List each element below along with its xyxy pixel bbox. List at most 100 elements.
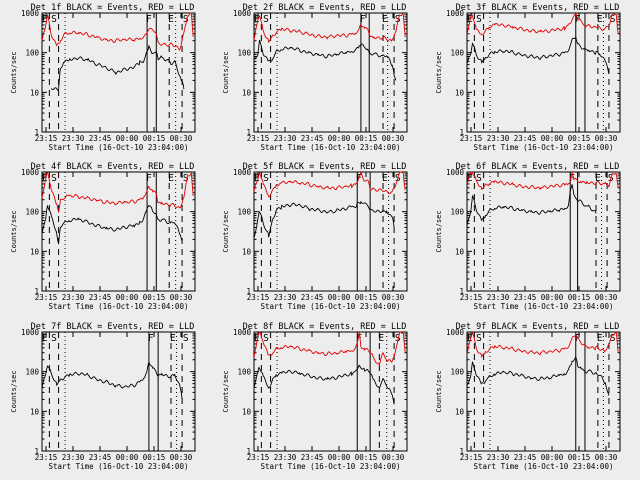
x-tick-label: 23:45 (89, 293, 112, 302)
y-axis-label: Counts/sec (222, 210, 230, 252)
panel-title: Det 6f BLACK = Events, RED = LLD (456, 162, 620, 172)
x-tick-label: 00:15 (355, 134, 378, 143)
x-tick-label: 00:30 (382, 453, 405, 462)
x-tick-label: 23:45 (301, 134, 324, 143)
x-tick-label: 00:15 (143, 293, 166, 302)
y-tick-label: 10 (242, 407, 252, 416)
x-tick-label: 23:15 (247, 134, 270, 143)
events-series-line (50, 44, 185, 92)
x-tick-label: 23:15 (247, 293, 270, 302)
y-tick-label: 10 (242, 88, 252, 97)
events-series-line (41, 204, 183, 245)
flag-label: F (360, 14, 366, 25)
y-tick-label: 100 (237, 49, 251, 58)
x-tick-label: 23:15 (35, 293, 58, 302)
x-tick-label: 23:45 (514, 293, 537, 302)
y-tick-label: 1 (246, 287, 251, 296)
flag-label: F (148, 333, 154, 344)
events-series-line (41, 361, 183, 400)
x-tick-label: 00:00 (116, 134, 139, 143)
plot-frame (253, 171, 408, 292)
x-tick-label: 23:30 (274, 293, 297, 302)
lld-series-line (466, 331, 619, 358)
x-axis-label: Start Time (16-Oct-10 23:04:00) (261, 462, 401, 471)
x-axis-label: Start Time (16-Oct-10 23:04:00) (261, 302, 401, 311)
panel-title: Det 3f BLACK = Events, RED = LLD (456, 3, 620, 13)
flag-label: S (263, 14, 269, 25)
panel-6: Det 6f BLACK = Events, RED = LLD 1 10 100 10… (435, 162, 621, 311)
y-tick-label: 1000 (446, 328, 465, 337)
x-tick-label: 23:15 (460, 134, 483, 143)
x-tick-label: 23:30 (274, 453, 297, 462)
panel-title: Det 1f BLACK = Events, RED = LLD (31, 3, 195, 13)
flag-label: E (42, 14, 48, 25)
flag-label: S (476, 14, 482, 25)
y-tick-label: 10 (455, 88, 465, 97)
flag-label: E (254, 333, 260, 344)
plot-frame (41, 171, 196, 292)
y-tick-label: 100 (450, 368, 464, 377)
x-tick-label: 23:15 (460, 293, 483, 302)
x-axis-label: Start Time (16-Oct-10 23:04:00) (474, 462, 614, 471)
x-tick-label: 00:30 (382, 293, 405, 302)
x-tick-label: 23:15 (35, 453, 58, 462)
y-tick-label: 1 (246, 447, 251, 456)
x-tick-label: 00:30 (595, 293, 618, 302)
flag-label: E (170, 333, 176, 344)
flag-label: E (254, 14, 260, 25)
x-tick-label: 00:00 (541, 134, 564, 143)
flag-label: S (610, 14, 616, 25)
y-tick-label: 1 (34, 287, 39, 296)
y-tick-label: 1000 (233, 9, 252, 18)
flag-label: S (476, 333, 482, 344)
x-tick-label: 00:15 (143, 453, 166, 462)
panel-title: Det 2f BLACK = Events, RED = LLD (243, 3, 407, 13)
y-tick-label: 1000 (233, 168, 252, 177)
lld-series-line (253, 13, 406, 44)
flag-label: E (597, 14, 603, 25)
x-tick-label: 23:30 (487, 134, 510, 143)
y-tick-label: 10 (30, 88, 40, 97)
x-axis-label: Start Time (16-Oct-10 23:04:00) (474, 143, 614, 152)
x-tick-label: 00:30 (170, 293, 193, 302)
flag-label: E (467, 173, 473, 184)
events-series-line (466, 35, 610, 74)
y-tick-label: 10 (30, 247, 40, 256)
plot-frame (466, 12, 621, 133)
flag-label: F (569, 173, 575, 184)
x-tick-label: 00:15 (143, 134, 166, 143)
lld-series-line (253, 170, 406, 198)
x-axis-label: Start Time (16-Oct-10 23:04:00) (49, 462, 189, 471)
x-tick-label: 00:30 (595, 134, 618, 143)
y-tick-label: 100 (25, 368, 39, 377)
x-tick-label: 23:30 (274, 134, 297, 143)
y-tick-label: 1000 (233, 328, 252, 337)
panel-title: Det 9f BLACK = Events, RED = LLD (456, 322, 620, 332)
x-tick-label: 23:15 (460, 453, 483, 462)
y-axis-label: Counts/sec (10, 51, 18, 93)
panel-1: Det 1f BLACK = Events, RED = LLD 1 10 100 10… (10, 3, 196, 152)
x-tick-label: 00:15 (568, 453, 591, 462)
panel-3: Det 3f BLACK = Events, RED = LLD 1 10 100 10… (435, 3, 621, 152)
panel-8: Det 8f BLACK = Events, RED = LLD 1 10 100 10… (222, 322, 408, 471)
x-tick-label: 00:00 (328, 453, 351, 462)
y-axis-label: Counts/sec (10, 210, 18, 252)
y-tick-label: 10 (30, 407, 40, 416)
y-tick-label: 100 (450, 208, 464, 217)
events-series-line (466, 184, 597, 226)
flag-label: F (356, 173, 362, 184)
flag-label: E (168, 173, 174, 184)
x-tick-label: 23:45 (301, 293, 324, 302)
flag-label: S (51, 173, 57, 184)
y-tick-label: 1 (459, 287, 464, 296)
events-series-line (253, 200, 395, 239)
y-tick-label: 1000 (446, 168, 465, 177)
lld-series-line (41, 12, 194, 51)
y-tick-label: 1 (459, 128, 464, 137)
flag-label: E (378, 333, 384, 344)
x-tick-label: 00:30 (170, 453, 193, 462)
y-axis-label: Counts/sec (435, 210, 443, 252)
x-tick-label: 00:30 (382, 134, 405, 143)
x-tick-label: 23:45 (89, 453, 112, 462)
